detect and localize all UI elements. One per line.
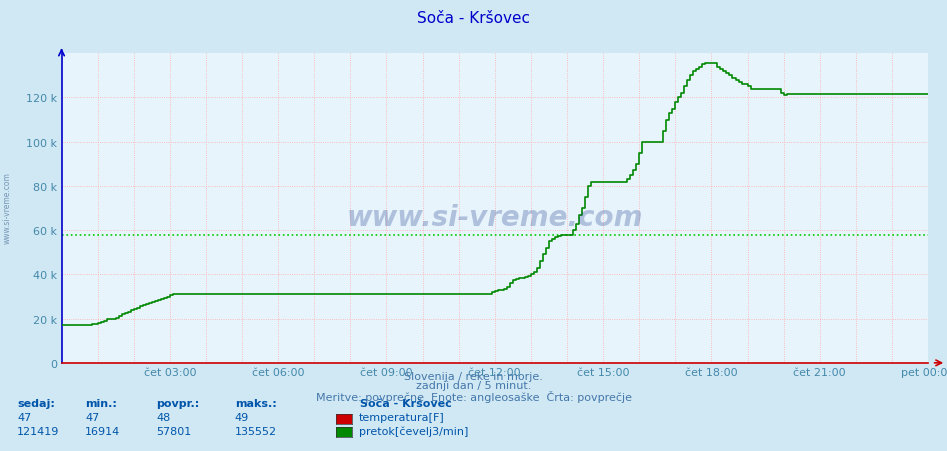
Text: www.si-vreme.com: www.si-vreme.com	[3, 171, 12, 244]
Text: min.:: min.:	[85, 398, 117, 408]
Text: Meritve: povprečne  Enote: angleosaške  Črta: povprečje: Meritve: povprečne Enote: angleosaške Čr…	[315, 390, 632, 402]
Text: 47: 47	[85, 412, 99, 422]
Text: 121419: 121419	[17, 426, 60, 436]
Text: 49: 49	[235, 412, 249, 422]
Text: temperatura[F]: temperatura[F]	[359, 412, 445, 422]
Text: maks.:: maks.:	[235, 398, 277, 408]
Text: Slovenija / reke in morje.: Slovenija / reke in morje.	[404, 371, 543, 381]
Text: Soča - Kršovec: Soča - Kršovec	[360, 398, 452, 408]
Text: 57801: 57801	[156, 426, 191, 436]
Text: zadnji dan / 5 minut.: zadnji dan / 5 minut.	[416, 380, 531, 390]
Text: sedaj:: sedaj:	[17, 398, 55, 408]
Text: 47: 47	[17, 412, 31, 422]
Text: Soča - Kršovec: Soča - Kršovec	[417, 11, 530, 26]
Text: www.si-vreme.com: www.si-vreme.com	[347, 204, 643, 232]
Text: 48: 48	[156, 412, 170, 422]
Text: 16914: 16914	[85, 426, 120, 436]
Text: povpr.:: povpr.:	[156, 398, 200, 408]
Text: 135552: 135552	[235, 426, 277, 436]
Text: pretok[čevelj3/min]: pretok[čevelj3/min]	[359, 425, 468, 436]
